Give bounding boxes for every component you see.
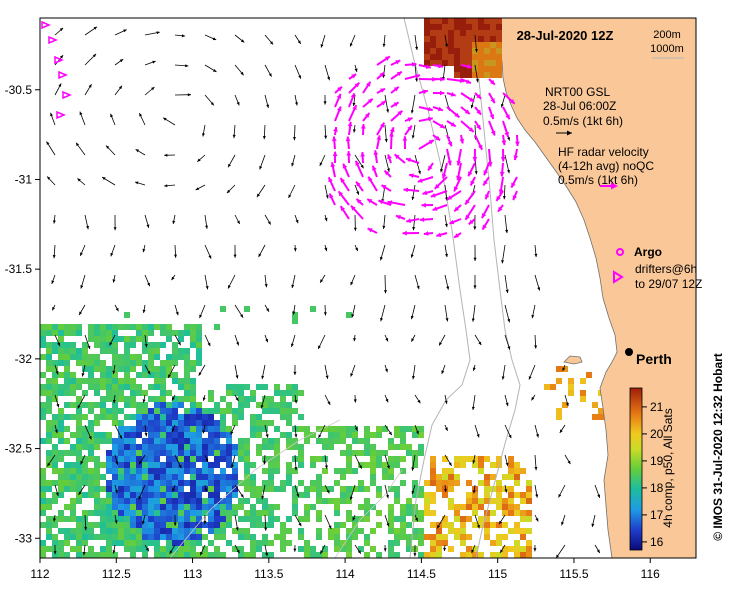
latitude-axis: -30.5 -31 -31.5 -32 -32.5 -33 xyxy=(5,83,40,545)
lon-tick-label: 115 xyxy=(488,567,507,581)
contour-label-200m: 200m xyxy=(653,29,681,41)
map-title: 28-Jul-2020 12Z xyxy=(517,28,614,43)
land xyxy=(499,18,696,558)
lat-tick-label: -33 xyxy=(15,531,33,545)
drifter-legend-line2: to 29/07 12Z xyxy=(635,277,702,291)
argo-legend-label: Argo xyxy=(634,245,662,259)
colorbar-ticks: 16 17 18 19 20 21 xyxy=(642,400,664,549)
colorbar xyxy=(629,387,643,551)
colorbar-tick-label: 17 xyxy=(650,508,664,522)
plot-frame xyxy=(39,17,697,559)
lon-tick-label: 116 xyxy=(641,567,660,581)
lon-tick-label: 113 xyxy=(183,567,202,581)
contour-200m xyxy=(467,18,521,558)
drifter-tracks xyxy=(41,20,72,120)
longitude-axis: 112 112.5 113 113.5 114 114.5 115 115.5 116 xyxy=(30,558,660,581)
lon-tick-label: 115.5 xyxy=(559,567,588,581)
credit-svg: © IMOS 31-Jul-2020 12:32 Hobart xyxy=(711,353,725,541)
drifter-legend-line1: drifters@6h xyxy=(635,262,697,276)
colorbar-tick-label: 16 xyxy=(650,535,664,549)
nrt-legend-line2: 28-Jul 06:00Z xyxy=(543,99,616,113)
lat-tick-label: -31 xyxy=(15,172,33,186)
colorbar-tick-label: 21 xyxy=(650,400,664,414)
contour-deep-2 xyxy=(334,469,403,558)
lon-tick-label: 114 xyxy=(336,567,355,581)
credit-text: © IMOS 31-Jul-2020 12:32 Hobart xyxy=(711,353,725,541)
rottnest-island xyxy=(563,355,583,365)
contour-deep xyxy=(169,419,341,558)
perth-marker xyxy=(625,348,633,356)
drifter-symbol xyxy=(613,270,624,284)
lon-tick-label: 113.5 xyxy=(254,567,283,581)
colorbar-label: 4h comp, p50, All Sats xyxy=(661,408,675,527)
lon-tick-label: 112 xyxy=(30,567,49,581)
hf-legend-line2: (4-12h avg) noQC xyxy=(558,159,654,173)
hf-legend-line1: HF radar velocity xyxy=(558,145,649,159)
lon-tick-label: 112.5 xyxy=(102,567,131,581)
lat-tick-label: -32 xyxy=(15,352,33,366)
bathymetry-inset xyxy=(424,18,502,78)
colorbar-tick-label: 20 xyxy=(650,427,664,441)
city-label: Perth xyxy=(636,351,672,367)
nrt-legend-line1: NRT00 GSL xyxy=(545,85,610,99)
contour-label-1000m: 1000m xyxy=(650,43,684,55)
credit-container: © IMOS 31-Jul-2020 12:32 Hobart xyxy=(706,322,734,572)
colorbar-tick-label: 18 xyxy=(650,481,664,495)
hf-radar-arrows xyxy=(327,55,520,239)
sst-layer xyxy=(40,306,604,558)
hf-scale-arrowhead xyxy=(611,182,618,190)
argo-symbol xyxy=(616,248,624,256)
hf-legend-scale: 0.5m/s (1kt 6h) xyxy=(558,173,638,187)
nrt-legend-scale: 0.5m/s (1kt 6h) xyxy=(543,114,623,128)
lat-tick-label: -30.5 xyxy=(5,83,33,97)
lat-tick-label: -32.5 xyxy=(5,442,33,456)
nrt-scale-arrowhead xyxy=(567,130,572,136)
colorbar-tick-label: 19 xyxy=(650,454,664,468)
lon-tick-label: 114.5 xyxy=(407,567,436,581)
lat-tick-label: -31.5 xyxy=(5,262,33,276)
